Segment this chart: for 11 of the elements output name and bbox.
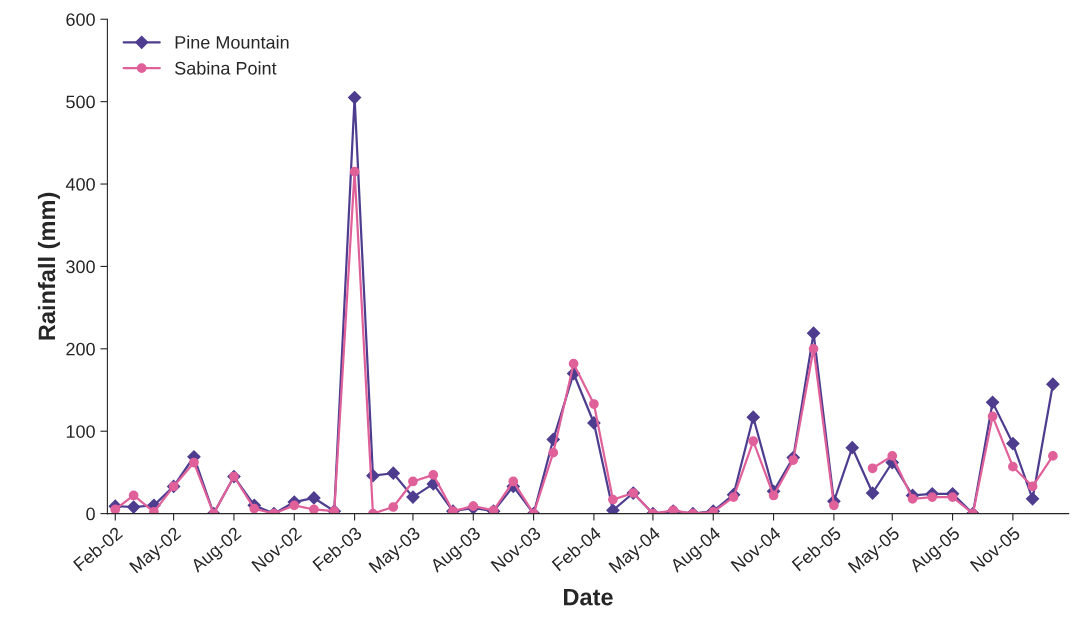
y-tick-label: 400 (65, 177, 95, 191)
legend-label: Sabina Point (175, 61, 277, 75)
y-tick-label: 100 (66, 425, 95, 438)
y-tick-label: 200 (66, 342, 95, 356)
y-axis-title: Rainfall (mm) (37, 192, 60, 340)
y-tick-label: 600 (66, 13, 95, 26)
x-axis-title: Date (564, 588, 613, 606)
legend-label: Pine Mountain (175, 35, 289, 49)
y-tick-label: 300 (66, 260, 95, 274)
y-tick-label: 0 (86, 507, 95, 521)
y-tick-label: 500 (66, 95, 95, 109)
